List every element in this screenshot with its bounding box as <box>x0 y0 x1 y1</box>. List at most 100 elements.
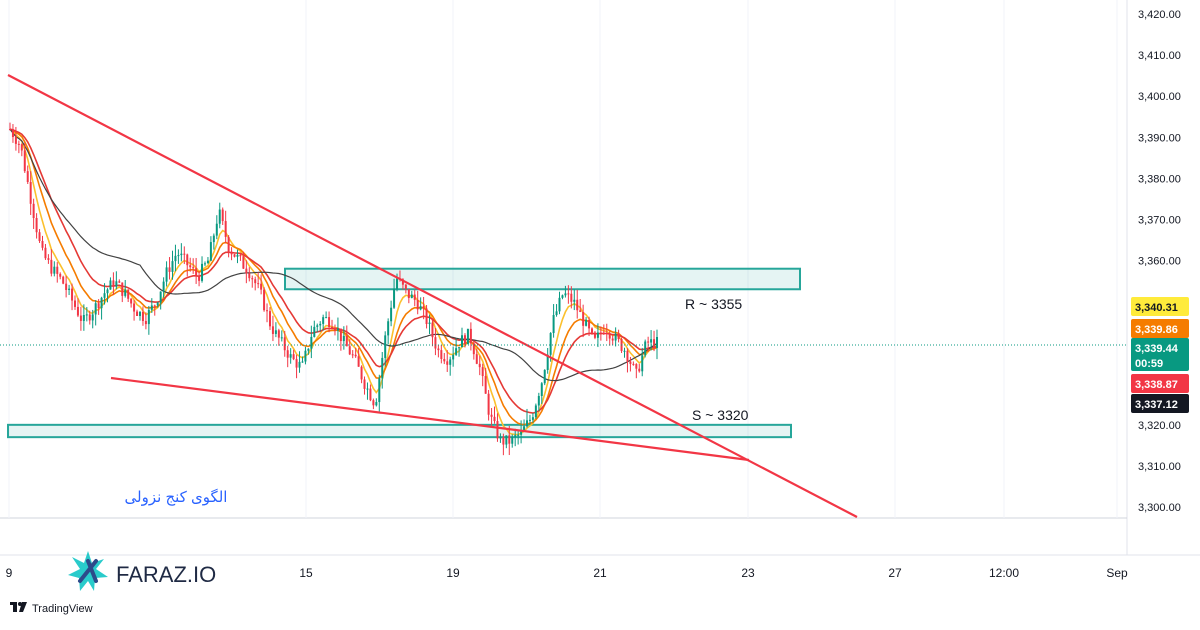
candle-body <box>555 311 558 316</box>
candle-body <box>523 426 526 430</box>
ema-slow-line <box>9 128 658 414</box>
candle-body <box>224 221 227 237</box>
candle-body <box>528 419 531 421</box>
price-badge-value: 3,337.12 <box>1135 399 1178 411</box>
candle-body <box>150 305 153 310</box>
candle-body <box>174 255 177 262</box>
candle-body <box>605 333 608 335</box>
candle-body <box>47 258 50 260</box>
price-badge <box>1131 297 1189 316</box>
candle-body <box>32 203 35 219</box>
candle-body <box>165 267 168 282</box>
candle-body <box>508 435 511 444</box>
candle-body <box>449 359 452 365</box>
candle-body <box>561 295 564 298</box>
candle-body <box>558 297 561 312</box>
candle-body <box>195 268 198 276</box>
candle-body <box>375 402 378 406</box>
candle-body <box>511 436 514 444</box>
sma-long-line <box>9 128 658 382</box>
candle-body <box>29 181 32 204</box>
candle-body <box>124 289 127 296</box>
candle-body <box>136 311 139 317</box>
candle-body <box>475 354 478 364</box>
candle-body <box>372 400 375 406</box>
candle-body <box>227 236 230 252</box>
moving-averages-layer <box>9 128 658 436</box>
candle-body <box>617 333 620 340</box>
x-tick-label: Sep <box>1106 566 1128 580</box>
candle-body <box>387 321 390 336</box>
candle-body <box>531 417 534 420</box>
upper-trendline <box>7 74 858 518</box>
candle-body <box>115 281 118 287</box>
x-tick-label: 23 <box>741 566 755 580</box>
support-label: S ~ 3320 <box>692 407 749 423</box>
candle-body <box>153 305 156 307</box>
y-axis: 3,420.00 3,410.00 3,400.00 3,390.00 3,380.00… <box>1138 9 1181 514</box>
candle-body <box>109 280 112 290</box>
candle-body <box>567 293 570 295</box>
y-tick-label: 3,420.00 <box>1138 9 1181 21</box>
candle-body <box>366 388 369 390</box>
candle-body <box>180 253 183 256</box>
candle-body <box>357 356 360 367</box>
candle-body <box>546 354 549 370</box>
ema-fast-line <box>9 128 658 436</box>
candle-body <box>203 263 206 265</box>
candle-body <box>614 333 617 341</box>
candle-body <box>543 369 546 384</box>
candle-body <box>82 315 85 321</box>
candle-body <box>596 332 599 338</box>
candle-body <box>431 322 434 338</box>
x-tick-label: 21 <box>593 566 607 580</box>
candle-body <box>336 328 339 331</box>
candle-body <box>97 303 100 309</box>
candle-body <box>520 429 523 435</box>
candle-body <box>647 341 650 343</box>
candle-body <box>23 150 26 172</box>
candle-body <box>266 310 269 312</box>
candles-layer <box>9 122 658 456</box>
candle-body <box>463 335 466 345</box>
candle-body <box>419 306 422 310</box>
candle-body <box>307 348 310 351</box>
candle-body <box>192 267 195 269</box>
y-tick-label: 3,370.00 <box>1138 214 1181 226</box>
candle-body <box>443 358 446 362</box>
candle-body <box>221 209 224 222</box>
candle-body <box>428 322 431 325</box>
candle-body <box>59 273 62 277</box>
candle-body <box>599 332 602 334</box>
candle-body <box>271 326 274 334</box>
price-badge <box>1131 394 1189 413</box>
candle-body <box>650 339 653 343</box>
candle-body <box>446 361 449 365</box>
candle-body <box>345 335 348 347</box>
price-badges: 3,340.31 3,339.86 3,339.44 00:59 3,338.87 3,3… <box>1131 297 1189 413</box>
price-badge-value: 3,339.44 <box>1135 343 1179 355</box>
trendlines-layer <box>7 74 858 518</box>
candle-body <box>239 254 242 257</box>
resistance-label: R ~ 3355 <box>685 296 742 312</box>
candle-body <box>44 247 47 259</box>
candle-body <box>505 435 508 445</box>
candle-body <box>162 281 165 292</box>
candle-body <box>354 354 357 357</box>
candle-body <box>401 279 404 285</box>
candle-body <box>319 323 322 326</box>
candle-body <box>579 310 582 313</box>
candle-body <box>629 361 632 364</box>
candle-body <box>484 376 487 394</box>
y-tick-label: 3,400.00 <box>1138 91 1181 103</box>
candle-body <box>585 319 588 326</box>
candle-body <box>94 303 97 315</box>
tradingview-text: TradingView <box>32 603 93 615</box>
candle-body <box>644 341 647 356</box>
candle-body <box>325 317 328 319</box>
price-badge-countdown: 00:59 <box>1135 358 1163 370</box>
candle-body <box>638 368 641 372</box>
candle-body <box>79 315 82 321</box>
candle-body <box>437 348 440 351</box>
